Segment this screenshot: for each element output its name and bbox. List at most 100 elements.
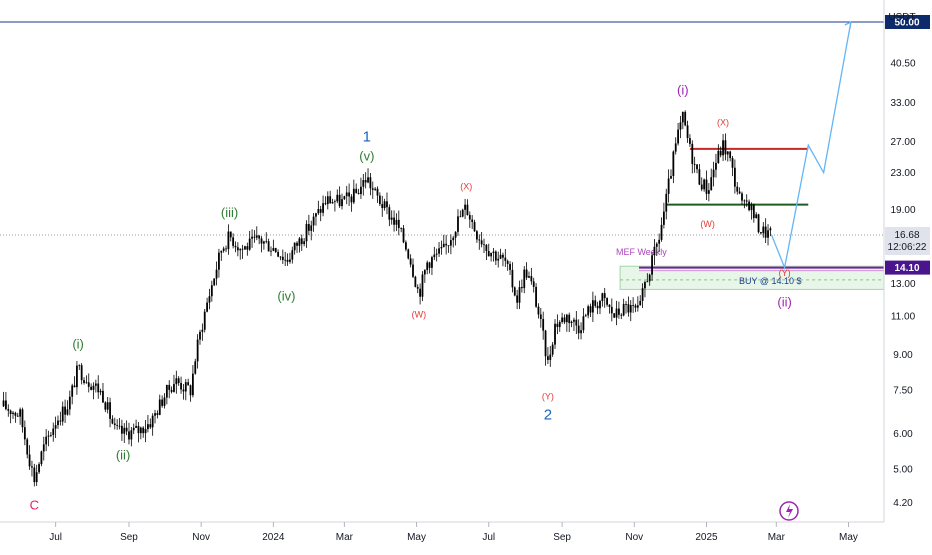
candle-body <box>502 254 504 258</box>
candle-body <box>111 418 114 424</box>
candle-body <box>433 254 436 258</box>
candle-body <box>97 383 100 393</box>
wave-label: (Y) <box>779 268 791 278</box>
candle-body <box>210 285 213 297</box>
candle-body <box>549 354 552 360</box>
candle-body <box>76 365 78 388</box>
candle-body <box>31 466 33 468</box>
candle-body <box>414 276 417 287</box>
candle-body <box>187 382 190 386</box>
target-price-box <box>885 14 930 29</box>
last-price-label: 16.68 <box>894 230 919 241</box>
candle-body <box>236 247 239 251</box>
candle-body <box>196 339 199 362</box>
candle-body <box>35 472 38 483</box>
candle-body <box>203 311 206 330</box>
candle-body <box>743 200 746 202</box>
x-tick-label: Sep <box>553 532 571 543</box>
candle-body <box>199 331 201 340</box>
candle-body <box>194 361 197 374</box>
candle-body <box>476 231 478 240</box>
candle-body <box>241 248 244 250</box>
x-tick-label: 2025 <box>695 532 718 543</box>
candle-body <box>454 231 457 238</box>
candle-body <box>674 143 677 152</box>
wave-label: (ii) <box>116 447 130 462</box>
candle-body <box>700 184 703 190</box>
candle-body <box>707 190 710 194</box>
candle-body <box>116 425 119 426</box>
candle-body <box>239 248 242 251</box>
candle-body <box>279 256 282 258</box>
candle-body <box>130 430 133 440</box>
candle-body <box>722 140 724 156</box>
wave-label: (i) <box>677 83 689 98</box>
candle-body <box>603 293 606 299</box>
y-tick-label: 40.50 <box>890 58 915 69</box>
candle-body <box>94 383 97 386</box>
candle-body <box>516 295 519 303</box>
candle-body <box>307 224 310 231</box>
wave-label: (Y) <box>542 391 554 401</box>
y-tick-label: 23.00 <box>890 168 915 179</box>
candle-body <box>490 253 493 257</box>
candle-body <box>270 250 272 252</box>
candle-body <box>147 424 149 430</box>
candle-body <box>52 428 55 435</box>
candle-body <box>173 384 175 392</box>
candle-body <box>381 204 384 209</box>
candle-body <box>260 238 263 244</box>
candle-body <box>615 308 618 318</box>
candle-body <box>362 180 365 187</box>
candle-body <box>497 258 500 261</box>
candle-body <box>591 300 594 313</box>
candle-body <box>177 378 180 384</box>
candle-body <box>265 241 268 243</box>
candle-body <box>184 382 187 392</box>
candle-body <box>73 385 76 388</box>
candle-body <box>646 281 649 283</box>
candle-body <box>378 195 381 205</box>
candle-body <box>681 111 684 123</box>
candle-body <box>658 239 661 244</box>
candle-body <box>14 412 17 416</box>
candle-body <box>587 306 590 316</box>
x-tick-label: Jul <box>49 532 62 543</box>
candle-body <box>28 454 31 467</box>
candle-body <box>660 224 663 240</box>
candle-body <box>644 282 646 289</box>
candle-body <box>655 243 658 247</box>
tradingview-logo <box>779 501 799 521</box>
candle-body <box>315 213 317 217</box>
candle-body <box>577 325 580 334</box>
candle-body <box>461 209 464 217</box>
candle-body <box>558 322 561 328</box>
candle-body <box>440 247 443 249</box>
last-price-box <box>885 226 930 255</box>
candle-body <box>329 196 332 204</box>
candle-body <box>452 237 455 241</box>
candle-body <box>594 300 597 306</box>
y-tick-label: 33.00 <box>890 98 915 109</box>
candle-body <box>670 176 672 179</box>
candle-body <box>182 389 185 392</box>
candle-body <box>106 402 109 410</box>
candle-body <box>544 330 547 357</box>
candle-body <box>636 305 639 308</box>
candle-body <box>85 382 88 384</box>
candle-body <box>47 435 50 437</box>
candle-body <box>277 252 279 257</box>
candle-body <box>61 406 64 422</box>
candle-body <box>691 143 694 164</box>
candle-body <box>298 238 301 246</box>
candle-body <box>291 250 294 260</box>
candle-body <box>625 303 627 305</box>
candle-body <box>487 251 490 257</box>
candle-body <box>466 204 469 216</box>
wave-label: 1 <box>363 129 371 146</box>
candle-body <box>651 255 653 275</box>
candle-body <box>125 427 128 432</box>
candle-body <box>68 396 71 410</box>
candle-body <box>402 228 405 243</box>
